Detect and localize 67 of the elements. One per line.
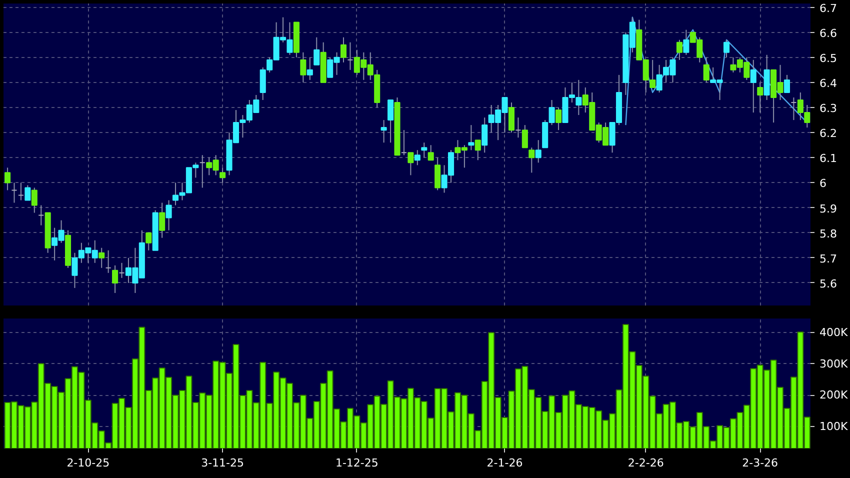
candlestick (703, 56, 710, 83)
candlestick (482, 117, 488, 154)
candlestick (428, 144, 434, 161)
candlestick (522, 124, 528, 148)
y-tick-label: 6.7 (820, 2, 837, 15)
x-tick-label: 3-11-25 (201, 456, 244, 470)
candlestick (38, 204, 44, 226)
y-tick-label: 6.5 (820, 52, 837, 65)
candlestick (408, 152, 414, 176)
candlestick (159, 202, 166, 238)
candlestick (750, 59, 756, 114)
candlestick (400, 130, 407, 156)
candlestick (556, 107, 562, 131)
candlestick (118, 262, 125, 278)
candlestick (18, 182, 24, 201)
y-tick-label: 5.9 (820, 202, 837, 216)
y-tick-label: 6.2 (820, 127, 837, 140)
y-tick-label: 6.3 (820, 102, 837, 116)
candlestick (683, 29, 690, 56)
candlestick (300, 52, 306, 83)
candlestick (11, 182, 18, 204)
candlestick (4, 167, 11, 191)
y-tick-label: 5.6 (820, 277, 837, 290)
candlestick (340, 36, 347, 63)
candlestick (112, 264, 118, 294)
candlestick (535, 140, 542, 164)
y-tick-label: 6.6 (820, 26, 837, 40)
candlestick (468, 124, 474, 151)
candlestick (24, 184, 31, 201)
candlestick (434, 157, 441, 191)
candlestick (757, 82, 764, 114)
candlestick (31, 187, 38, 214)
candlestick (421, 142, 428, 158)
candlestick (474, 140, 481, 161)
candlestick (146, 232, 152, 251)
x-tick-label: 2-1-26 (486, 456, 523, 470)
candlestick (347, 42, 354, 70)
candlestick (515, 117, 522, 138)
y-tick-label: 5.8 (820, 227, 837, 240)
candlestick (220, 167, 226, 184)
candlestick (199, 154, 206, 188)
candlestick (723, 39, 730, 58)
y-tick-label: 400K (820, 326, 848, 340)
candlestick (166, 200, 172, 231)
y-tick-label: 6.1 (820, 152, 837, 166)
y-tick-label: 300K (820, 357, 848, 370)
x-tick-label: 2-3-26 (742, 456, 778, 470)
candlestick (105, 250, 112, 274)
candlestick (414, 150, 420, 166)
candlestick (676, 39, 682, 60)
candlestick (380, 120, 387, 144)
x-tick-label: 2-10-25 (66, 456, 110, 470)
x-tick-label: 2-2-26 (628, 456, 664, 470)
candlestick (784, 74, 790, 93)
candlestick (528, 147, 535, 174)
y-tick-label: 100K (820, 420, 848, 434)
y-tick-label: 200K (820, 388, 848, 402)
y-tick-label: 6.4 (820, 76, 837, 90)
candlestick (314, 36, 320, 66)
y-tick-label: 5.7 (820, 252, 837, 266)
x-tick-label: 1-12-25 (335, 456, 378, 470)
candlestick (508, 102, 515, 134)
y-tick-label: 6 (820, 177, 826, 190)
candlestick (306, 56, 313, 80)
candlestick (98, 247, 105, 268)
candlestick (388, 99, 394, 144)
candlestick (790, 96, 797, 121)
